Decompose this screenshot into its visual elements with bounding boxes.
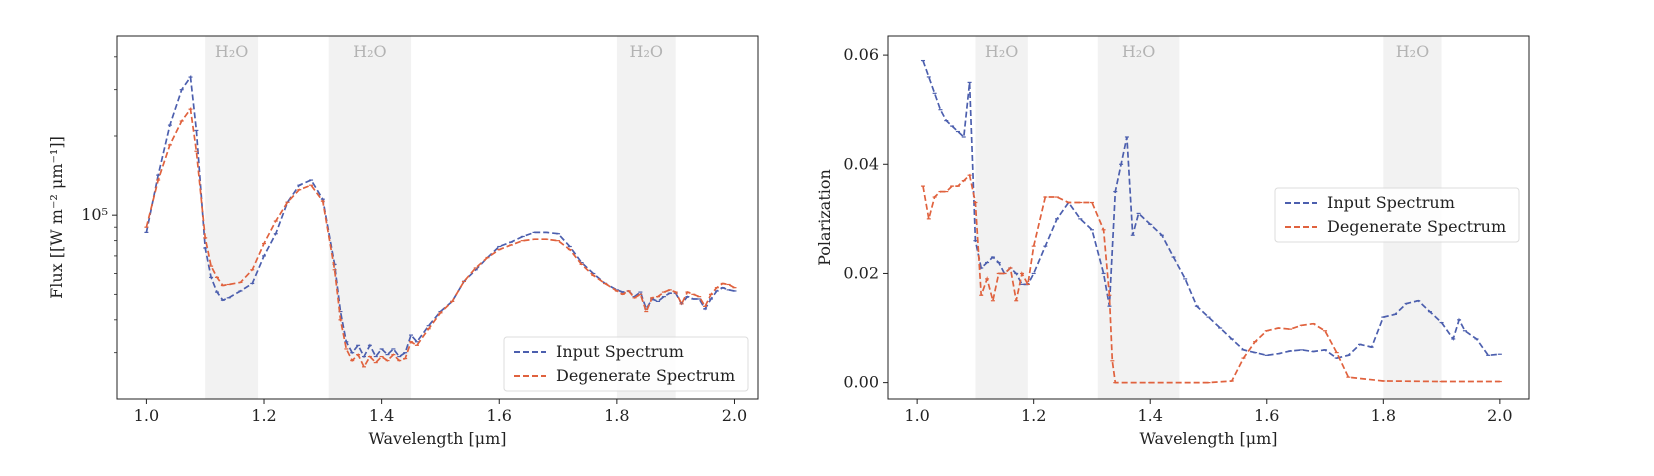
legend-box [1274,187,1520,243]
series-line-0 [145,74,735,359]
plot-frame [116,35,759,400]
x-tick-label: 2.0 [722,406,747,425]
x-tick-label: 1.6 [487,406,512,425]
legend-box [503,336,749,392]
h2o-band-label: H₂O [353,42,386,61]
legend-label-0: Input Spectrum [1327,193,1455,212]
y-tick-label: 0.02 [843,263,879,282]
x-tick-label: 1.4 [369,406,394,425]
y-tick-label: 10⁵ [81,205,108,224]
y-tick-label: 0.00 [843,373,879,392]
x-tick-label: 1.2 [1021,406,1046,425]
h2o-band [975,36,1028,399]
x-tick-label: 1.8 [604,406,629,425]
x-tick-label: 1.4 [1138,406,1163,425]
legend-label-0: Input Spectrum [556,342,684,361]
h2o-band-label: H₂O [1396,42,1429,61]
x-tick-label: 1.2 [251,406,276,425]
h2o-band [205,36,259,399]
series-line-0 [922,60,1500,360]
h2o-band [328,36,412,399]
legend-label-1: Degenerate Spectrum [556,366,735,385]
y-axis-label: Polarization [815,169,834,266]
x-tick-label: 2.0 [1487,406,1512,425]
h2o-band-label: H₂O [985,42,1018,61]
x-tick-label: 1.8 [1371,406,1396,425]
h2o-band-label: H₂O [1122,42,1155,61]
x-axis-label: Wavelength [μm] [1139,429,1277,448]
h2o-band [1097,36,1180,399]
x-tick-label: 1.0 [904,406,929,425]
h2o-band-label: H₂O [215,42,248,61]
polarization-chart: H₂O H₂O H₂O 1.0 1.2 1.4 1.6 1.8 2.0 0.00 0.02 0.04 0… [815,35,1530,448]
plot-frame [887,35,1530,400]
x-tick-label: 1.6 [1254,406,1279,425]
y-tick-label: 0.04 [843,154,879,173]
h2o-band-label: H₂O [630,42,663,61]
x-axis-label: Wavelength [μm] [368,429,506,448]
legend-label-1: Degenerate Spectrum [1327,217,1506,236]
flux-chart: H₂O H₂O H₂O 1.0 1.2 1.4 1.6 1.8 2.0 10⁵ Wavelength… [47,35,759,448]
x-tick-label: 1.0 [134,406,159,425]
y-tick-label: 0.06 [843,45,879,64]
y-axis-label: Flux [[W m⁻² μm⁻¹]] [47,136,66,299]
